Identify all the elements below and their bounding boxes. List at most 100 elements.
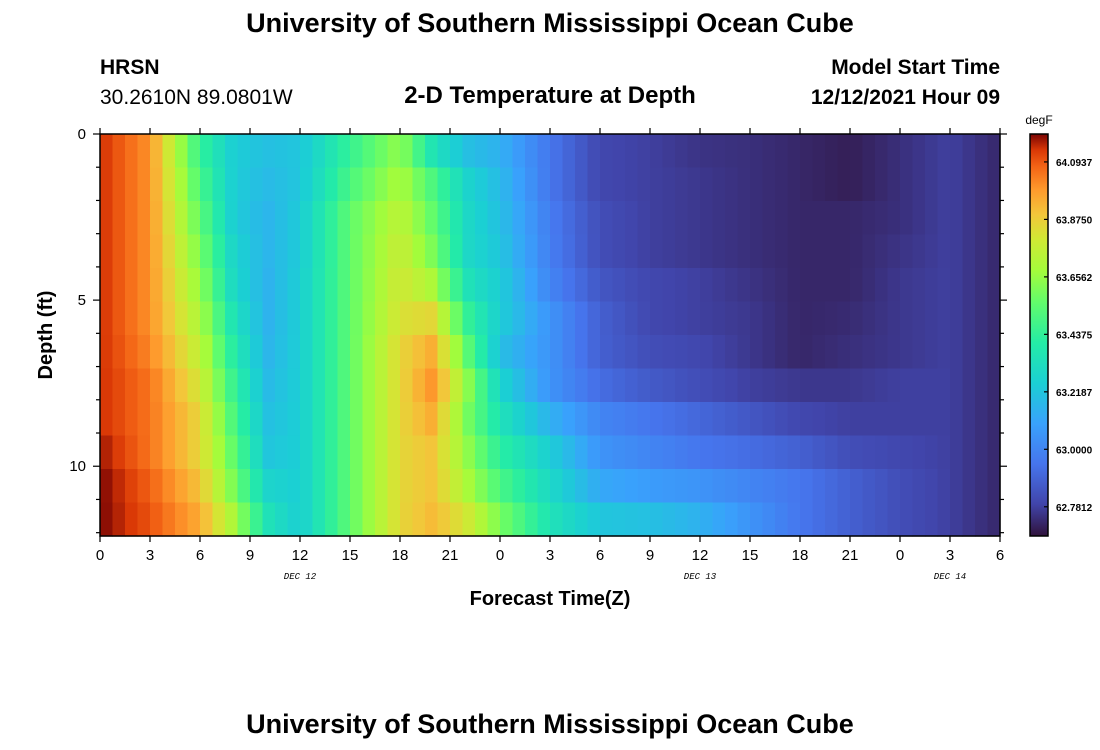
x-tick-label: 3 <box>146 547 154 564</box>
heatmap-cell <box>100 335 114 370</box>
heatmap-cell <box>587 201 601 236</box>
heatmap-cell <box>425 234 439 269</box>
heatmap-cell <box>362 402 376 437</box>
heatmap-cell <box>925 201 939 236</box>
heatmap-cell <box>762 167 776 202</box>
heatmap-cell <box>537 234 551 269</box>
heatmap-cell <box>162 402 176 437</box>
heatmap-cell <box>337 435 351 470</box>
heatmap-cell <box>775 368 789 403</box>
heatmap-cell <box>637 435 651 470</box>
heatmap-cell <box>225 201 239 236</box>
heatmap-cell <box>262 368 276 403</box>
heatmap-cell <box>812 167 826 202</box>
heatmap-cell <box>550 134 564 169</box>
heatmap-cell <box>875 268 889 303</box>
heatmap-cell <box>175 402 189 437</box>
heatmap-cell <box>462 402 476 437</box>
heatmap-cell <box>800 268 814 303</box>
x-axis-title: Forecast Time(Z) <box>470 588 631 610</box>
heatmap-cell <box>925 301 939 336</box>
heatmap-cell <box>312 502 326 537</box>
heatmap-cell <box>575 167 589 202</box>
heatmap-cell <box>812 268 826 303</box>
heatmap-cell <box>462 268 476 303</box>
heatmap-cell <box>975 134 989 169</box>
heatmap-cell <box>550 268 564 303</box>
heatmap-cell <box>500 167 514 202</box>
heatmap-cell <box>912 134 926 169</box>
heatmap-cell <box>400 368 414 403</box>
heatmap-cell <box>287 201 301 236</box>
heatmap-cell <box>600 134 614 169</box>
heatmap-cell <box>762 301 776 336</box>
heatmap-cell <box>212 469 226 504</box>
heatmap-cell <box>625 301 639 336</box>
heatmap-cell <box>250 301 264 336</box>
heatmap-cell <box>875 368 889 403</box>
heatmap-cell <box>487 167 501 202</box>
heatmap-cell <box>350 167 364 202</box>
heatmap-cell <box>475 268 489 303</box>
heatmap-cell <box>587 402 601 437</box>
heatmap-cell <box>737 234 751 269</box>
heatmap-cell <box>137 368 151 403</box>
heatmap-cell <box>725 502 739 537</box>
heatmap-cell <box>362 368 376 403</box>
heatmap-cell <box>725 167 739 202</box>
heatmap-cell <box>537 335 551 370</box>
heatmap-cell <box>212 335 226 370</box>
heatmap-cell <box>475 167 489 202</box>
heatmap-cell <box>150 134 164 169</box>
heatmap-cell <box>887 167 901 202</box>
heatmap-cell <box>937 301 951 336</box>
heatmap-cell <box>912 234 926 269</box>
heatmap-cell <box>312 234 326 269</box>
heatmap-cell <box>700 335 714 370</box>
heatmap-cell <box>487 201 501 236</box>
heatmap-cell <box>287 502 301 537</box>
heatmap-cell <box>137 402 151 437</box>
heatmap-cell <box>987 234 1001 269</box>
heatmap-cell <box>612 502 626 537</box>
temperature-depth-chart: 0 3 6 9 12 15 18 21 0 3 6 9 12 15 18 21 0 3 6 DEC 12 DEC 13 D… <box>35 113 1093 610</box>
heatmap-cell <box>850 402 864 437</box>
x-axis: 0 3 6 9 12 15 18 21 0 3 6 9 12 15 18 21 0 3 6 DEC 12 DEC 13 D… <box>96 128 1004 582</box>
heatmap-cell <box>900 167 914 202</box>
heatmap-cell <box>787 134 801 169</box>
heatmap-cell <box>912 268 926 303</box>
heatmap-cell <box>975 301 989 336</box>
heatmap-cell <box>887 368 901 403</box>
heatmap-cell <box>775 167 789 202</box>
heatmap-cell <box>350 368 364 403</box>
heatmap-cell <box>162 167 176 202</box>
heatmap-cell <box>950 469 964 504</box>
heatmap-cell <box>937 502 951 537</box>
heatmap-cell <box>500 402 514 437</box>
heatmap-cell <box>337 502 351 537</box>
heatmap-cell <box>175 301 189 336</box>
heatmap-cell <box>912 301 926 336</box>
heatmap-cell <box>100 234 114 269</box>
x-tick-label: 0 <box>96 547 104 564</box>
heatmap-cell <box>825 335 839 370</box>
heatmap-cell <box>462 335 476 370</box>
heatmap-cell <box>462 502 476 537</box>
heatmap-cell <box>625 134 639 169</box>
heatmap-cell <box>475 368 489 403</box>
heatmap-cell <box>512 268 526 303</box>
colorbar-tick-label: 62.7812 <box>1056 503 1093 514</box>
heatmap-cell <box>300 234 314 269</box>
heatmap-cell <box>862 435 876 470</box>
heatmap-cell <box>162 469 176 504</box>
heatmap-cell <box>825 301 839 336</box>
heatmap-cell <box>275 502 289 537</box>
heatmap-cell <box>812 469 826 504</box>
heatmap-cell <box>675 268 689 303</box>
y-tick-label: 10 <box>69 458 86 475</box>
footer-title: University of Southern Mississippi Ocean… <box>246 709 854 739</box>
heatmap-cell <box>475 201 489 236</box>
heatmap-cell <box>325 368 339 403</box>
heatmap-cell <box>662 435 676 470</box>
heatmap-cell <box>875 469 889 504</box>
